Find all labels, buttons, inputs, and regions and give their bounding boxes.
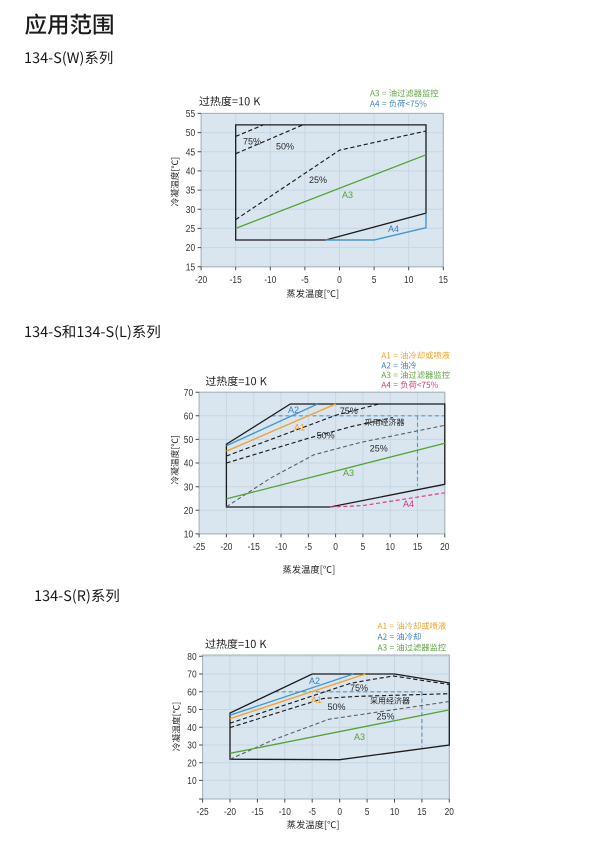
svg-text:A3: A3 bbox=[354, 732, 365, 742]
svg-text:50%: 50% bbox=[276, 142, 294, 152]
svg-text:30: 30 bbox=[186, 205, 196, 216]
svg-text:0: 0 bbox=[337, 807, 342, 818]
svg-text:A1: A1 bbox=[294, 423, 305, 433]
svg-text:50: 50 bbox=[186, 128, 196, 139]
svg-text:A2: A2 bbox=[309, 676, 320, 686]
svg-text:25%: 25% bbox=[377, 712, 395, 722]
svg-text:30: 30 bbox=[184, 482, 194, 493]
svg-text:20: 20 bbox=[186, 243, 196, 254]
svg-text:20: 20 bbox=[445, 807, 455, 818]
svg-text:40: 40 bbox=[186, 167, 196, 178]
svg-text:0: 0 bbox=[333, 542, 338, 553]
svg-text:30: 30 bbox=[187, 741, 197, 752]
svg-text:-20: -20 bbox=[195, 275, 207, 286]
svg-text:A3: A3 bbox=[343, 468, 354, 478]
svg-text:5: 5 bbox=[365, 807, 370, 818]
svg-text:-25: -25 bbox=[193, 542, 205, 553]
svg-text:-15: -15 bbox=[248, 542, 260, 553]
svg-text:70: 70 bbox=[187, 670, 197, 681]
svg-text:20: 20 bbox=[440, 542, 450, 553]
svg-text:A4: A4 bbox=[388, 224, 399, 234]
svg-text:-5: -5 bbox=[305, 542, 313, 553]
svg-text:10: 10 bbox=[386, 542, 396, 553]
svg-text:50%: 50% bbox=[328, 702, 346, 712]
svg-text:40: 40 bbox=[187, 723, 197, 734]
svg-text:A2: A2 bbox=[288, 405, 299, 415]
svg-text:-20: -20 bbox=[224, 807, 236, 818]
svg-text:5: 5 bbox=[361, 542, 366, 553]
svg-text:-5: -5 bbox=[301, 275, 309, 286]
svg-text:15: 15 bbox=[413, 542, 423, 553]
svg-text:-5: -5 bbox=[308, 807, 316, 818]
svg-text:35: 35 bbox=[186, 186, 196, 197]
svg-text:15: 15 bbox=[417, 807, 427, 818]
svg-text:15: 15 bbox=[186, 262, 196, 273]
svg-text:50: 50 bbox=[184, 435, 194, 446]
svg-text:-10: -10 bbox=[275, 542, 287, 553]
svg-text:60: 60 bbox=[187, 687, 197, 698]
svg-text:80: 80 bbox=[187, 652, 197, 663]
svg-text:15: 15 bbox=[439, 275, 449, 286]
svg-text:75%: 75% bbox=[340, 406, 358, 416]
svg-text:A4: A4 bbox=[403, 499, 414, 509]
svg-text:45: 45 bbox=[186, 147, 196, 158]
svg-text:5: 5 bbox=[372, 275, 377, 286]
svg-text:A1: A1 bbox=[311, 695, 322, 705]
svg-text:10: 10 bbox=[404, 275, 414, 286]
svg-text:25: 25 bbox=[186, 224, 196, 235]
svg-text:-10: -10 bbox=[264, 275, 276, 286]
svg-text:70: 70 bbox=[184, 388, 194, 399]
svg-text:10: 10 bbox=[187, 776, 197, 787]
svg-text:75%: 75% bbox=[243, 136, 261, 146]
svg-text:-20: -20 bbox=[220, 542, 232, 553]
svg-text:-15: -15 bbox=[251, 807, 263, 818]
svg-text:50%: 50% bbox=[317, 431, 335, 441]
svg-text:10: 10 bbox=[390, 807, 400, 818]
svg-text:60: 60 bbox=[184, 411, 194, 422]
svg-text:25%: 25% bbox=[370, 443, 388, 453]
svg-text:75%: 75% bbox=[350, 683, 368, 693]
svg-text:50: 50 bbox=[187, 705, 197, 716]
svg-text:-15: -15 bbox=[230, 275, 242, 286]
svg-text:20: 20 bbox=[184, 506, 194, 517]
svg-text:20: 20 bbox=[187, 758, 197, 769]
svg-text:A3: A3 bbox=[342, 190, 353, 200]
svg-text:55: 55 bbox=[186, 109, 196, 120]
svg-text:-10: -10 bbox=[279, 807, 291, 818]
svg-text:25%: 25% bbox=[309, 175, 327, 185]
svg-text:0: 0 bbox=[337, 275, 342, 286]
svg-text:10: 10 bbox=[184, 530, 194, 541]
svg-text:-25: -25 bbox=[197, 807, 209, 818]
svg-text:40: 40 bbox=[184, 459, 194, 470]
